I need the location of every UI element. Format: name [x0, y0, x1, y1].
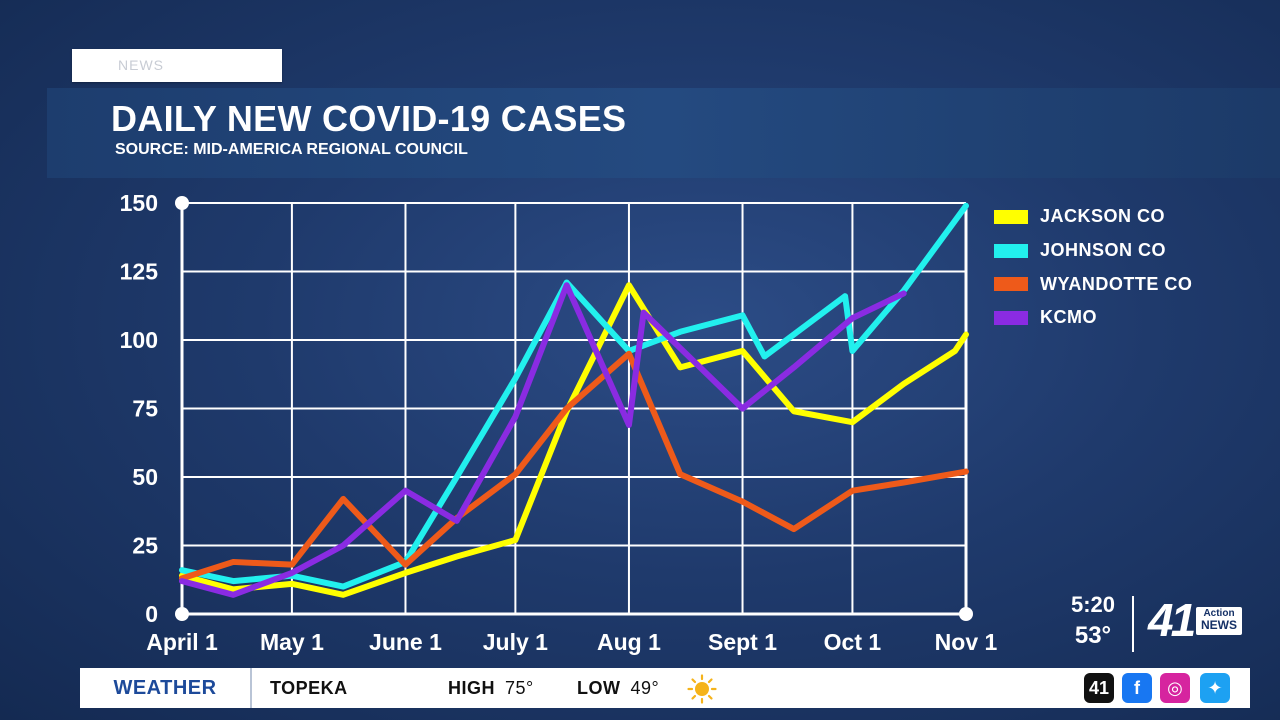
chart-legend: JACKSON CO JOHNSON CO WYANDOTTE CO KCMO — [994, 200, 1192, 335]
legend-swatch — [994, 243, 1028, 258]
twitter-icon[interactable]: ✦ — [1200, 673, 1230, 703]
y-tick-label: 125 — [120, 259, 159, 285]
divider — [1132, 596, 1134, 652]
legend-item-wyandotte: WYANDOTTE CO — [994, 267, 1192, 301]
x-tick-label: Aug 1 — [597, 629, 661, 655]
current-temp: 53° — [1074, 622, 1112, 649]
logo-badge: Action NEWS — [1196, 607, 1242, 635]
series-line-wyandotte-co — [179, 350, 969, 582]
legend-item-johnson: JOHNSON CO — [994, 234, 1192, 268]
clock-widget: 5:20 53° — [1058, 592, 1128, 650]
legend-swatch — [994, 209, 1028, 224]
station-logo: 41 Action NEWS — [1148, 594, 1242, 646]
y-tick-label: 25 — [132, 533, 158, 559]
y-tick-label: 50 — [132, 464, 158, 490]
low-value: 49° — [630, 678, 660, 698]
x-tick-label: July 1 — [483, 629, 548, 655]
chart-title: DAILY NEW COVID-19 CASES — [111, 98, 627, 139]
legend-swatch — [994, 277, 1028, 292]
ticker-low: LOW 49° — [577, 668, 659, 708]
high-label: HIGH — [448, 678, 495, 698]
legend-label: JACKSON CO — [1040, 206, 1166, 227]
ticker-section-label: WEATHER — [80, 668, 252, 708]
x-tick-label: April 1 — [146, 629, 218, 655]
series-line-kcmo — [179, 282, 907, 598]
x-tick-label: May 1 — [260, 629, 324, 655]
logo-number: 41 — [1148, 594, 1196, 646]
ticker-high: HIGH 75° — [448, 668, 534, 708]
axis-corner-dot — [959, 607, 973, 621]
axis-corner-dot — [175, 196, 189, 210]
legend-item-kcmo: KCMO — [994, 301, 1192, 335]
x-tick-label: June 1 — [369, 629, 442, 655]
chart-subtitle: SOURCE: MID-AMERICA REGIONAL COUNCIL — [115, 141, 468, 158]
x-tick-label: Oct 1 — [824, 629, 882, 655]
clock-time: 5:20 — [1070, 592, 1116, 617]
news-tag: NEWS — [72, 49, 282, 82]
y-tick-label: 150 — [120, 190, 158, 216]
x-tick-label: Sept 1 — [708, 629, 777, 655]
logo-line1: Action — [1203, 608, 1235, 619]
weather-ticker: WEATHER TOPEKA HIGH 75° LOW 49° 41 f ◎ ✦ — [80, 668, 1250, 708]
low-label: LOW — [577, 678, 621, 698]
y-tick-label: 75 — [132, 396, 158, 422]
x-tick-label: Nov 1 — [935, 629, 998, 655]
axis-corner-dot — [175, 607, 189, 621]
legend-label: WYANDOTTE CO — [1040, 273, 1193, 294]
legend-label: KCMO — [1040, 307, 1097, 328]
legend-label: JOHNSON CO — [1040, 240, 1167, 261]
facebook-icon[interactable]: f — [1122, 673, 1152, 703]
chart-header: DAILY NEW COVID-19 CASES SOURCE: MID-AME… — [47, 88, 1280, 178]
news-tag-text: NEWS — [118, 57, 164, 73]
y-tick-label: 0 — [145, 601, 158, 627]
legend-swatch — [994, 310, 1028, 325]
kshb-41-icon[interactable]: 41 — [1084, 673, 1114, 703]
legend-item-jackson: JACKSON CO — [994, 200, 1192, 234]
high-value: 75° — [505, 678, 534, 698]
logo-line2: NEWS — [1201, 618, 1237, 632]
y-tick-label: 100 — [120, 327, 158, 353]
instagram-icon[interactable]: ◎ — [1160, 673, 1190, 703]
sun-icon — [687, 674, 717, 704]
ticker-city: TOPEKA — [270, 678, 348, 698]
